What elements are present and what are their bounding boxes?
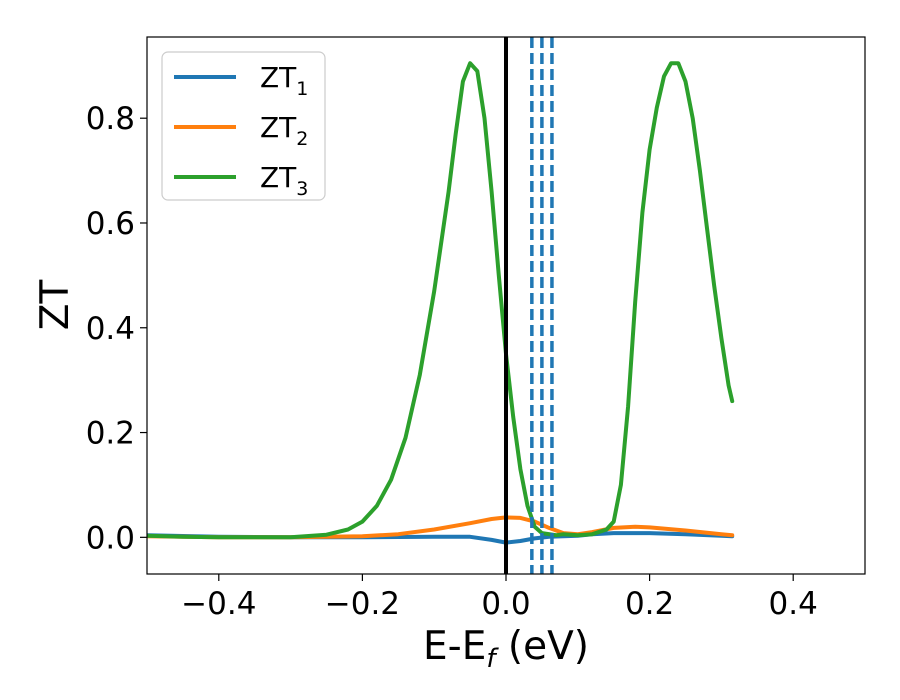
- x-axis-label: E-Ef (eV): [423, 624, 589, 674]
- y-tick-label: 0.0: [86, 520, 135, 556]
- x-tick-label: 0.4: [769, 586, 818, 622]
- x-tick-label: 0.2: [625, 586, 674, 622]
- vline-layer: [504, 37, 554, 574]
- y-tick-label: 0.2: [86, 416, 135, 452]
- x-tick-label: −0.2: [325, 586, 400, 622]
- x-tick-label: −0.4: [181, 586, 256, 622]
- y-tick-label: 0.6: [86, 206, 135, 242]
- legend-label-zt2: ZT2: [260, 111, 308, 150]
- y-tick-label: 0.8: [86, 101, 135, 137]
- y-axis-label: ZT: [33, 280, 78, 331]
- tick-layer: −0.4 −0.2 0.0 0.2 0.4 0.0 0.2 0.4 0.6 0.8: [86, 101, 818, 622]
- legend-box: [161, 51, 326, 201]
- legend: ZT1 ZT2 ZT3: [161, 51, 326, 201]
- series-layer: [147, 61, 735, 545]
- legend-label-zt3: ZT3: [260, 161, 308, 200]
- series-line-zt3: [147, 61, 735, 540]
- legend-label-zt1: ZT1: [260, 61, 308, 100]
- x-tick-label: 0.0: [481, 586, 530, 622]
- y-tick-label: 0.4: [86, 311, 135, 347]
